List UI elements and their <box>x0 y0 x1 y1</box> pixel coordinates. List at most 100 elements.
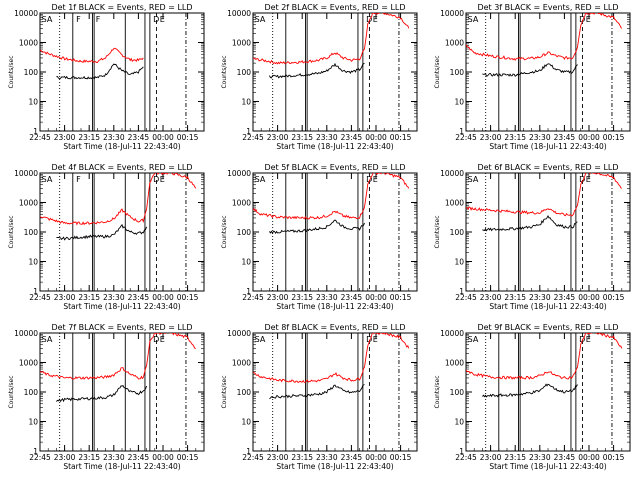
traces <box>253 13 410 79</box>
y-tick-label: 10 <box>28 258 38 267</box>
x-axis-label: Start Time (18-Jul-11 22:43:40) <box>489 302 606 311</box>
plot-frame <box>39 332 205 452</box>
y-tick-label: 10000 <box>440 169 464 178</box>
y-tick-label: 100 <box>237 388 252 397</box>
marker-label: SA <box>255 15 266 24</box>
y-tick-label: 100 <box>24 388 39 397</box>
y-tick-label: 1 <box>246 447 251 456</box>
y-tick-label: 10 <box>454 418 464 427</box>
plot-frame <box>39 12 205 132</box>
y-tick-label: 1 <box>459 127 464 136</box>
marker-label: E <box>160 335 165 344</box>
y-tick-label: 1 <box>459 287 464 296</box>
marker-label: SA <box>42 335 53 344</box>
x-tick-label: 00:15 <box>390 453 412 462</box>
y-tick-label: 10000 <box>227 329 251 338</box>
chart-panel-8: Det 8f BLACK = Events, RED = LLD Start Ti… <box>221 323 418 471</box>
x-tick-label: 23:45 <box>128 133 150 142</box>
chart-title: Det 5f BLACK = Events, RED = LLD <box>264 163 405 172</box>
events-trace <box>269 219 365 235</box>
x-tick-label: 23:30 <box>529 133 551 142</box>
marker-label: D <box>153 175 159 184</box>
y-axis-label: Counts/sec <box>434 375 441 408</box>
x-tick-label: 23:00 <box>54 133 76 142</box>
x-tick-label: 23:45 <box>341 293 363 302</box>
x-tick-label: 00:00 <box>152 453 174 462</box>
y-tick-label: 10 <box>454 98 464 107</box>
x-tick-label: 00:00 <box>578 453 600 462</box>
x-tick-label: 00:15 <box>603 133 625 142</box>
x-tick-label: 23:15 <box>504 133 526 142</box>
y-tick-label: 10 <box>241 418 251 427</box>
y-tick-label: 1000 <box>445 199 464 208</box>
traces <box>40 173 197 241</box>
events-trace <box>56 63 144 80</box>
x-tick-label: 00:15 <box>177 453 199 462</box>
x-tick-label: 23:00 <box>267 453 289 462</box>
events-trace <box>56 385 148 403</box>
plot-frame <box>465 12 631 132</box>
y-tick-label: 1 <box>33 287 38 296</box>
x-tick-label: 23:30 <box>316 453 338 462</box>
traces <box>253 333 410 400</box>
x-tick-label: 22:45 <box>242 453 264 462</box>
y-tick-label: 100 <box>24 228 39 237</box>
chart-panel-5: Det 5f BLACK = Events, RED = LLD Start Ti… <box>221 163 418 311</box>
y-tick-label: 1000 <box>445 359 464 368</box>
plot-frame <box>465 332 631 452</box>
x-tick-label: 00:15 <box>177 133 199 142</box>
events-trace <box>269 384 365 400</box>
x-tick-label: 23:45 <box>554 453 576 462</box>
y-tick-label: 10000 <box>227 169 251 178</box>
marker-label: SA <box>42 15 53 24</box>
lld-trace <box>40 47 144 64</box>
x-axis-label: Start Time (18-Jul-11 22:43:40) <box>63 302 180 311</box>
x-tick-label: 23:30 <box>529 453 551 462</box>
y-tick-label: 1000 <box>19 39 38 48</box>
chart-panel-7: Det 7f BLACK = Events, RED = LLD Start Ti… <box>8 323 205 471</box>
y-tick-label: 10 <box>241 98 251 107</box>
events-trace <box>269 62 365 79</box>
x-axis-label: Start Time (18-Jul-11 22:43:40) <box>63 142 180 151</box>
y-tick-label: 1 <box>459 447 464 456</box>
x-tick-label: 23:45 <box>554 133 576 142</box>
y-axis-label: Counts/sec <box>8 215 15 248</box>
y-axis-label: Counts/sec <box>221 375 228 408</box>
plot-frame <box>252 12 418 132</box>
x-tick-label: 22:45 <box>29 453 51 462</box>
y-tick-label: 1 <box>246 287 251 296</box>
events-trace <box>482 383 578 398</box>
y-tick-label: 1000 <box>19 359 38 368</box>
x-axis-label: Start Time (18-Jul-11 22:43:40) <box>276 302 393 311</box>
x-tick-label: 00:00 <box>365 453 387 462</box>
y-tick-label: 10 <box>241 258 251 267</box>
events-trace <box>56 223 148 241</box>
chart-title: Det 3f BLACK = Events, RED = LLD <box>477 3 618 12</box>
marker-label: F <box>96 15 101 24</box>
marker-label: SA <box>468 175 479 184</box>
x-axis-label: Start Time (18-Jul-11 22:43:40) <box>276 462 393 471</box>
x-axis-label: Start Time (18-Jul-11 22:43:40) <box>489 462 606 471</box>
marker-label: D <box>366 335 372 344</box>
marker-label: E <box>586 175 591 184</box>
x-tick-label: 22:45 <box>29 293 51 302</box>
y-axis-label: Counts/sec <box>221 55 228 88</box>
y-tick-label: 1000 <box>232 199 251 208</box>
traces <box>466 333 623 398</box>
x-tick-label: 00:15 <box>603 453 625 462</box>
lld-trace <box>253 173 410 220</box>
x-tick-label: 00:15 <box>390 133 412 142</box>
x-tick-label: 22:45 <box>455 293 477 302</box>
y-tick-label: 10000 <box>440 9 464 18</box>
y-tick-label: 1000 <box>445 39 464 48</box>
chart-title: Det 2f BLACK = Events, RED = LLD <box>264 3 405 12</box>
x-tick-label: 00:00 <box>578 293 600 302</box>
marker-label: SA <box>468 335 479 344</box>
traces <box>253 173 410 235</box>
marker-label: F <box>76 15 81 24</box>
y-tick-label: 100 <box>237 68 252 77</box>
x-tick-label: 23:45 <box>341 453 363 462</box>
lld-trace <box>466 13 623 61</box>
y-tick-label: 100 <box>24 68 39 77</box>
y-tick-label: 10 <box>28 418 38 427</box>
